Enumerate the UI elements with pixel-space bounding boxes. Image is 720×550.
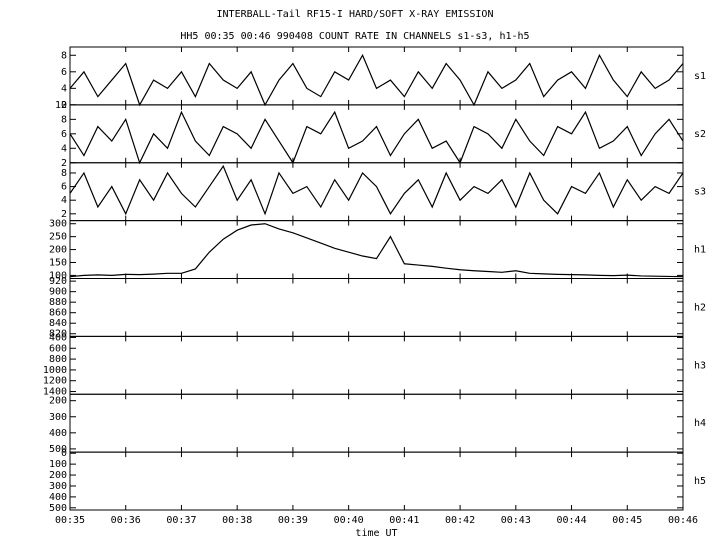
panel-frame (69, 162, 684, 222)
x-tick-label: 00:46 (668, 515, 698, 526)
y-tick-label: 150 (49, 257, 67, 268)
x-tick-label: 00:39 (278, 515, 308, 526)
y-tick-label: 8 (61, 50, 67, 61)
x-tick-label: 00:44 (556, 515, 586, 526)
x-tick-label: 00:42 (445, 515, 475, 526)
panel-frame (69, 451, 684, 511)
y-tick-label: 800 (49, 354, 67, 365)
panel-frame (69, 220, 684, 279)
y-tick-label: 8 (61, 114, 67, 125)
y-tick-label: 860 (49, 308, 67, 319)
y-tick-label: 400 (49, 492, 67, 503)
data-line (69, 110, 684, 165)
y-tick-label: 500 (49, 444, 67, 455)
chart-subtitle: HH5 00:35 00:46 990408 COUNT RATE IN CHA… (180, 31, 529, 42)
y-tick-label: 820 (49, 329, 67, 340)
x-tick-label: 00:36 (111, 515, 141, 526)
y-tick-label: 200 (49, 245, 67, 256)
y-tick-label: 1000 (43, 365, 67, 376)
y-tick-label: 100 (49, 270, 67, 281)
y-tick-label: 300 (49, 219, 67, 230)
y-tick-label: 4 (61, 195, 67, 206)
y-tick-label: 250 (49, 232, 67, 243)
y-tick-label: 10 (55, 100, 67, 111)
panel-frame (69, 278, 684, 337)
y-tick-label: 500 (49, 503, 67, 514)
y-tick-label: 4 (61, 83, 67, 94)
data-line (69, 223, 684, 278)
y-tick-label: 6 (61, 182, 67, 193)
y-tick-label: 8 (61, 168, 67, 179)
panel-frame (69, 393, 684, 453)
y-tick-label: 300 (49, 412, 67, 423)
y-tick-label: 2 (61, 158, 67, 169)
y-tick-label: 4 (61, 143, 67, 154)
x-tick-label: 00:43 (501, 515, 531, 526)
chart-title: INTERBALL-Tail RF15-I HARD/SOFT X-RAY EM… (217, 9, 494, 20)
x-axis-label: time UT (355, 528, 397, 539)
y-tick-label: 400 (49, 428, 67, 439)
panel-label: h3 (694, 360, 706, 371)
x-tick-label: 00:41 (389, 515, 419, 526)
x-tick-label: 00:45 (612, 515, 642, 526)
panel-label: s1 (694, 71, 706, 82)
y-tick-label: 1200 (43, 376, 67, 387)
data-line (69, 164, 684, 216)
y-tick-label: 6 (61, 129, 67, 140)
y-tick-label: 840 (49, 318, 67, 329)
y-tick-label: 400 (49, 332, 67, 343)
x-tick-label: 00:37 (166, 515, 196, 526)
y-tick-label: 2 (61, 100, 67, 111)
y-tick-label: 920 (49, 276, 67, 287)
y-tick-label: 2 (61, 209, 67, 220)
data-line (69, 53, 684, 107)
x-tick-label: 00:40 (334, 515, 364, 526)
y-tick-label: 200 (49, 470, 67, 481)
panel-frame (69, 104, 684, 164)
panel-label: h1 (694, 245, 706, 256)
panel-label: h4 (694, 418, 706, 429)
y-tick-label: 6 (61, 67, 67, 78)
x-tick-label: 00:35 (55, 515, 85, 526)
panel-label: h2 (694, 302, 706, 313)
y-tick-label: 1400 (43, 387, 67, 398)
y-tick-label: 600 (49, 343, 67, 354)
panel-label: s2 (694, 129, 706, 140)
y-tick-label: 880 (49, 297, 67, 308)
y-tick-label: 300 (49, 481, 67, 492)
x-tick-label: 00:38 (222, 515, 252, 526)
panel-frame (69, 335, 684, 395)
panel-label: h5 (694, 476, 706, 487)
y-tick-label: 200 (49, 396, 67, 407)
y-tick-label: 100 (49, 459, 67, 470)
panel-label: s3 (694, 187, 706, 198)
y-tick-label: 0 (61, 448, 67, 459)
y-tick-label: 900 (49, 287, 67, 298)
